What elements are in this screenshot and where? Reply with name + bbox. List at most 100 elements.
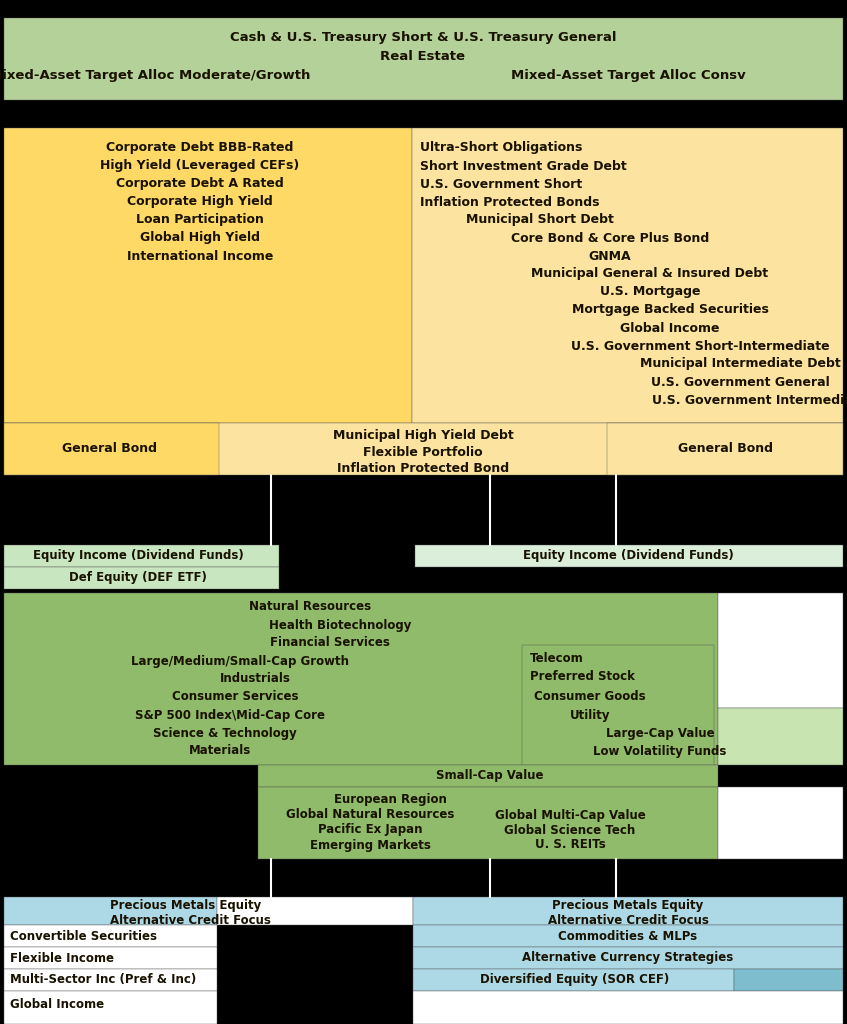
Text: S&P 500 Index\Mid-Cap Core: S&P 500 Index\Mid-Cap Core — [135, 709, 325, 722]
Text: Multi-Sector Inc (Pref & Inc): Multi-Sector Inc (Pref & Inc) — [10, 974, 197, 986]
Bar — [4, 593, 718, 765]
Text: Inflation Protected Bond: Inflation Protected Bond — [337, 462, 509, 474]
Bar — [718, 708, 843, 765]
Text: Mixed-Asset Target Alloc Moderate/Growth: Mixed-Asset Target Alloc Moderate/Growth — [0, 70, 311, 83]
Text: U.S. Government Intermediate: U.S. Government Intermediate — [652, 393, 847, 407]
Text: Cash & U.S. Treasury Short & U.S. Treasury General: Cash & U.S. Treasury Short & U.S. Treasu… — [230, 32, 617, 44]
Text: Preferred Stock: Preferred Stock — [530, 671, 635, 683]
Bar — [412, 128, 843, 423]
Bar — [4, 423, 219, 475]
Bar — [4, 925, 217, 947]
Bar — [4, 925, 217, 947]
Text: Large-Cap Value: Large-Cap Value — [606, 726, 714, 739]
Bar — [4, 567, 279, 589]
Text: Corporate Debt A Rated: Corporate Debt A Rated — [116, 177, 284, 190]
Text: Financial Services: Financial Services — [270, 637, 390, 649]
Bar — [4, 813, 258, 825]
Text: European Region: European Region — [334, 794, 446, 807]
Text: Telecom: Telecom — [530, 652, 584, 666]
Text: Equity Income (Dividend Funds): Equity Income (Dividend Funds) — [33, 550, 243, 562]
Bar — [258, 765, 718, 787]
Bar — [4, 593, 718, 765]
Text: Global Multi-Cap Value: Global Multi-Cap Value — [495, 809, 645, 821]
Bar — [4, 947, 217, 969]
Text: Consumer Goods: Consumer Goods — [534, 690, 645, 703]
Text: Utility: Utility — [570, 709, 610, 722]
Bar — [4, 567, 279, 589]
Text: Small-Cap Value: Small-Cap Value — [436, 769, 544, 782]
Bar — [4, 837, 258, 849]
Text: Short Investment Grade Debt: Short Investment Grade Debt — [420, 160, 627, 172]
Bar — [718, 593, 843, 708]
Bar — [734, 969, 843, 991]
Text: Loan Participation: Loan Participation — [136, 213, 264, 226]
Bar — [413, 925, 843, 947]
Bar — [415, 545, 843, 567]
Text: Alternative Credit Focus: Alternative Credit Focus — [547, 913, 708, 927]
Bar — [413, 947, 843, 969]
Bar — [412, 128, 843, 423]
Bar — [718, 708, 843, 765]
Bar — [4, 991, 217, 1024]
Text: High Yield (Leveraged CEFs): High Yield (Leveraged CEFs) — [101, 160, 300, 172]
Bar — [718, 593, 843, 708]
Bar — [4, 423, 843, 475]
Text: Mortgage Backed Securities: Mortgage Backed Securities — [572, 303, 768, 316]
Text: Global Income: Global Income — [10, 998, 104, 1012]
Text: Pacific Ex Japan: Pacific Ex Japan — [318, 823, 423, 837]
Text: Low Volatility Funds: Low Volatility Funds — [593, 744, 727, 758]
Bar — [0, 589, 847, 593]
Bar — [0, 859, 847, 897]
Bar — [413, 969, 734, 991]
Bar — [4, 825, 258, 837]
Text: Industrials: Industrials — [219, 673, 291, 685]
Bar — [4, 18, 843, 100]
Bar — [4, 801, 258, 813]
Bar — [607, 423, 843, 475]
Text: Emerging Markets: Emerging Markets — [309, 839, 430, 852]
Text: U.S. Government Short: U.S. Government Short — [420, 177, 582, 190]
Text: Inflation Protected Bonds: Inflation Protected Bonds — [420, 196, 600, 209]
Text: Large/Medium/Small-Cap Growth: Large/Medium/Small-Cap Growth — [131, 654, 349, 668]
Text: U. S. REITs: U. S. REITs — [534, 839, 606, 852]
Text: U.S. Government General: U.S. Government General — [650, 376, 829, 388]
Bar — [4, 128, 412, 423]
Bar — [415, 545, 843, 567]
Text: Global Natural Resources: Global Natural Resources — [285, 809, 454, 821]
Text: Global High Yield: Global High Yield — [140, 231, 260, 245]
Text: Alternative Credit Focus: Alternative Credit Focus — [110, 913, 271, 927]
Bar — [413, 991, 843, 1024]
Bar — [258, 787, 718, 859]
Text: Flexible Portfolio: Flexible Portfolio — [363, 445, 483, 459]
Bar — [718, 787, 843, 859]
Text: General Bond: General Bond — [63, 442, 158, 456]
Text: General Bond: General Bond — [678, 442, 772, 456]
Text: Diversified Equity (SOR CEF): Diversified Equity (SOR CEF) — [480, 974, 670, 986]
Text: Municipal Short Debt: Municipal Short Debt — [466, 213, 614, 226]
Text: Materials: Materials — [189, 744, 251, 758]
Text: Core Bond & Core Plus Bond: Core Bond & Core Plus Bond — [511, 231, 709, 245]
Text: Precious Metals Equity: Precious Metals Equity — [552, 899, 704, 912]
Bar — [4, 18, 843, 100]
Bar — [217, 897, 413, 925]
Text: Real Estate: Real Estate — [380, 49, 466, 62]
Bar — [413, 897, 843, 925]
Bar — [0, 0, 847, 18]
Bar — [718, 787, 843, 859]
Text: GNMA: GNMA — [589, 250, 631, 262]
Bar — [4, 947, 217, 969]
Text: Global Science Tech: Global Science Tech — [504, 823, 635, 837]
Text: Ultra-Short Obligations: Ultra-Short Obligations — [420, 141, 583, 155]
Text: Municipal General & Insured Debt: Municipal General & Insured Debt — [531, 267, 768, 281]
Bar — [4, 545, 279, 567]
Text: Municipal High Yield Debt: Municipal High Yield Debt — [333, 429, 513, 442]
Text: Flexible Income: Flexible Income — [10, 951, 114, 965]
Text: U.S. Government Short-Intermediate: U.S. Government Short-Intermediate — [571, 340, 829, 352]
Bar — [4, 897, 217, 925]
Text: Natural Resources: Natural Resources — [249, 600, 371, 613]
Text: Consumer Services: Consumer Services — [172, 690, 298, 703]
Bar — [734, 969, 843, 991]
Text: International Income: International Income — [127, 250, 274, 262]
Bar — [4, 423, 843, 475]
Bar — [607, 423, 843, 475]
